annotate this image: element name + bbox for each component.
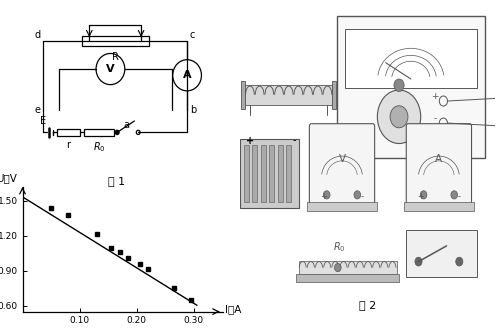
Circle shape [115,130,119,134]
Circle shape [451,191,458,199]
Circle shape [334,263,341,272]
Bar [298,261,396,274]
Text: c: c [189,30,194,40]
Bar [242,81,245,109]
Bar [240,139,298,208]
Bar [406,230,477,277]
Bar [261,145,266,202]
Circle shape [96,53,125,85]
Bar [245,85,332,105]
Bar [498,121,500,129]
Circle shape [378,90,420,144]
Text: 图 1: 图 1 [108,176,124,186]
Text: V: V [338,154,345,164]
Text: e: e [34,105,40,114]
Text: -: - [434,114,437,123]
Bar [84,129,114,136]
Bar [244,145,249,202]
Text: -: - [360,192,364,201]
Text: U／V: U／V [0,174,17,183]
Text: $R_0$: $R_0$ [92,140,105,154]
Circle shape [394,79,404,92]
Bar [337,16,485,158]
Circle shape [324,191,330,199]
Bar [307,202,377,211]
Text: -: - [458,192,460,201]
Text: b: b [190,105,196,114]
Text: +: + [432,92,439,101]
Bar [252,145,258,202]
Circle shape [456,257,463,266]
Bar [332,81,336,109]
Bar [404,202,474,211]
Bar [286,145,292,202]
Circle shape [172,60,202,91]
Text: E: E [40,116,46,126]
Text: R: R [112,52,118,62]
Text: +: + [246,135,254,146]
Text: I／A: I／A [226,304,242,314]
Bar [296,274,399,282]
Text: -: - [292,135,296,146]
Text: $R_0$: $R_0$ [333,241,345,255]
Text: +: + [320,192,327,201]
Bar [278,145,283,202]
Text: d: d [34,30,40,40]
Bar [57,129,80,136]
Circle shape [415,257,422,266]
Bar [82,36,149,46]
Bar [270,145,274,202]
Circle shape [390,106,408,128]
Text: 图 2: 图 2 [359,300,376,310]
Bar [344,29,477,89]
Text: V: V [106,64,114,74]
FancyBboxPatch shape [406,124,472,204]
Bar [498,96,500,103]
Text: A: A [436,154,442,164]
Text: +: + [417,192,424,201]
Circle shape [354,191,360,199]
Text: A: A [183,70,192,80]
Text: a: a [124,120,130,130]
FancyBboxPatch shape [310,124,374,204]
Text: r: r [66,140,70,150]
Circle shape [420,191,427,199]
